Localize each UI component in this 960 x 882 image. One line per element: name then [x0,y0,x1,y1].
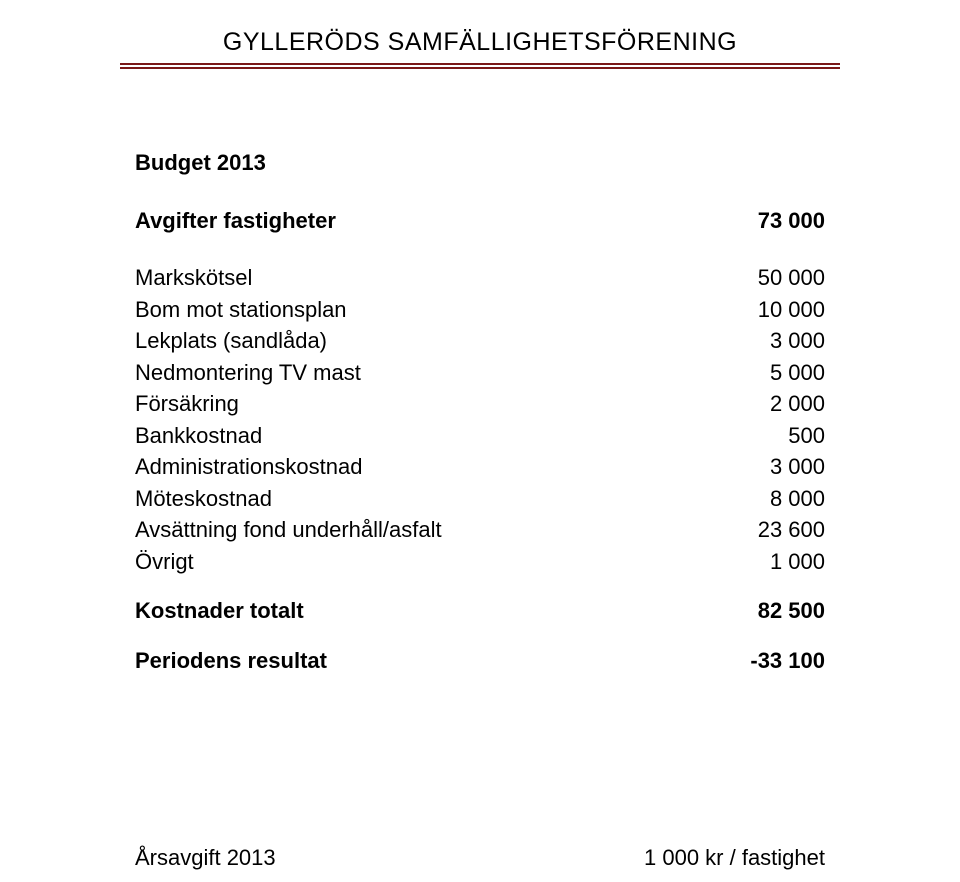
item-label: Lekplats (sandlåda) [135,327,327,355]
header: GYLLERÖDS SAMFÄLLIGHETSFÖRENING [0,0,960,57]
table-row: Bankkostnad 500 [135,422,825,450]
result-row: Periodens resultat -33 100 [135,647,825,675]
content: Budget 2013 Avgifter fastigheter 73 000 … [135,149,825,872]
item-value: 5 000 [770,359,825,387]
table-row: Administrationskostnad 3 000 [135,453,825,481]
table-row: Möteskostnad 8 000 [135,485,825,513]
total-costs-label: Kostnader totalt [135,597,304,625]
item-label: Övrigt [135,548,194,576]
item-label: Markskötsel [135,264,252,292]
item-value: 500 [788,422,825,450]
total-costs-row: Kostnader totalt 82 500 [135,597,825,625]
budget-title-row: Budget 2013 [135,149,825,177]
table-row: Lekplats (sandlåda) 3 000 [135,327,825,355]
table-row: Avsättning fond underhåll/asfalt 23 600 [135,516,825,544]
table-row: Övrigt 1 000 [135,548,825,576]
item-label: Administrationskostnad [135,453,362,481]
item-label: Nedmontering TV mast [135,359,361,387]
income-label: Avgifter fastigheter [135,207,336,235]
table-row: Nedmontering TV mast 5 000 [135,359,825,387]
table-row: Bom mot stationsplan 10 000 [135,296,825,324]
page-title: GYLLERÖDS SAMFÄLLIGHETSFÖRENING [223,28,737,57]
page: GYLLERÖDS SAMFÄLLIGHETSFÖRENING Budget 2… [0,0,960,882]
annual-fee-label: Årsavgift 2013 [135,844,276,872]
budget-title: Budget 2013 [135,149,266,177]
table-row: Markskötsel 50 000 [135,264,825,292]
result-label: Periodens resultat [135,647,327,675]
item-value: 23 600 [758,516,825,544]
header-rule [120,63,840,69]
item-value: 50 000 [758,264,825,292]
income-value: 73 000 [758,207,825,235]
item-value: 10 000 [758,296,825,324]
table-row: Försäkring 2 000 [135,390,825,418]
result-value: -33 100 [750,647,825,675]
item-value: 2 000 [770,390,825,418]
item-label: Avsättning fond underhåll/asfalt [135,516,442,544]
item-value: 3 000 [770,453,825,481]
item-label: Bom mot stationsplan [135,296,347,324]
income-row: Avgifter fastigheter 73 000 [135,207,825,235]
item-label: Bankkostnad [135,422,262,450]
item-value: 8 000 [770,485,825,513]
annual-fee-value: 1 000 kr / fastighet [644,844,825,872]
item-value: 1 000 [770,548,825,576]
item-label: Möteskostnad [135,485,272,513]
annual-fee-row: Årsavgift 2013 1 000 kr / fastighet [135,844,825,872]
item-value: 3 000 [770,327,825,355]
item-label: Försäkring [135,390,239,418]
total-costs-value: 82 500 [758,597,825,625]
